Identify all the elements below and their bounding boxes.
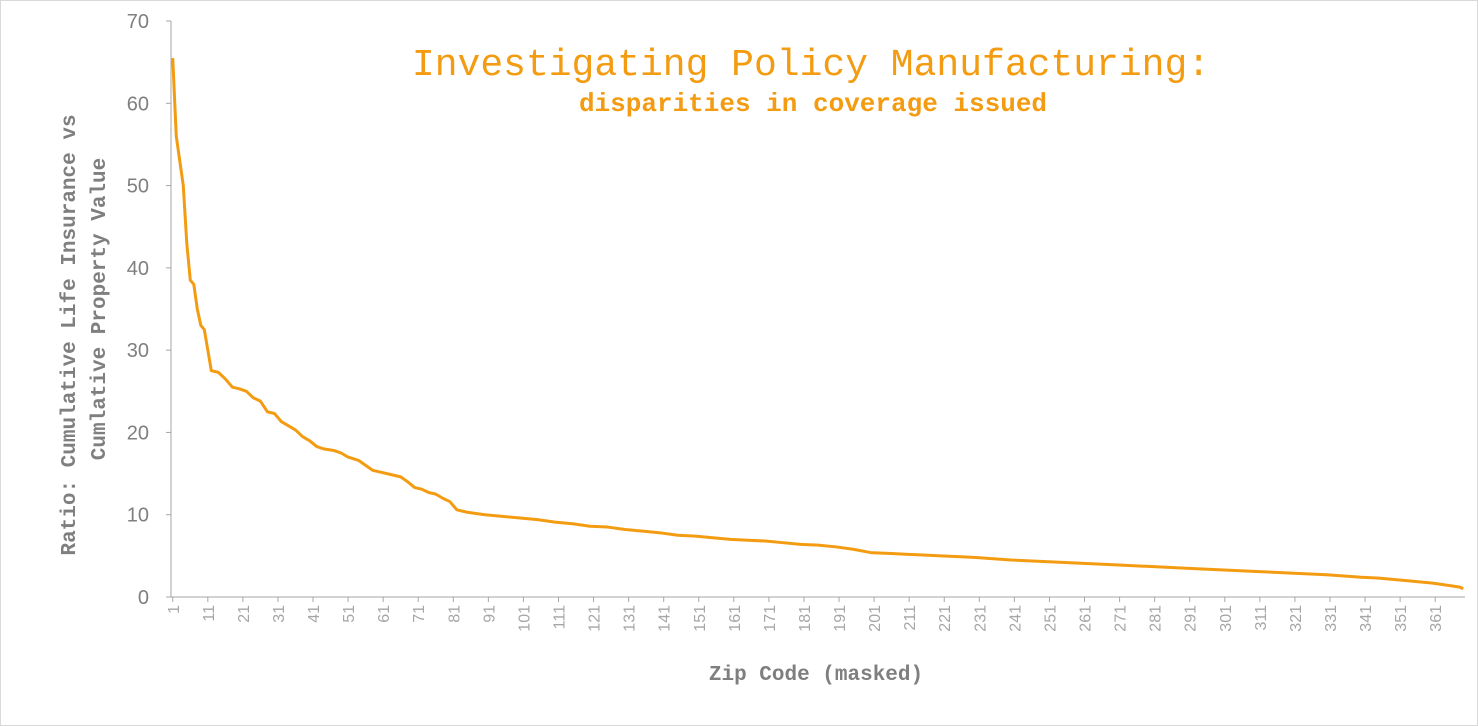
x-tick-label: 231	[972, 605, 989, 632]
series-line	[171, 57, 1464, 591]
x-tick-label: 41	[306, 605, 323, 623]
chart-title: Investigating Policy Manufacturing:	[412, 44, 1210, 87]
x-tick-label: 141	[657, 605, 674, 632]
x-axis-label: Zip Code (masked)	[709, 664, 923, 687]
y-tick-label: 50	[127, 176, 149, 198]
y-tick-label: 30	[127, 340, 149, 362]
y-tick-label: 0	[138, 587, 149, 609]
x-tick-label: 361	[1428, 605, 1445, 632]
x-ticks: 1 11 21 31 41 51 61 71 81 91 101 111 121 131 141 151 161…	[166, 597, 1445, 632]
x-tick-label: 331	[1323, 605, 1340, 632]
x-tick-label: 71	[411, 605, 428, 623]
x-tick-label: 151	[692, 605, 709, 632]
y-tick-label: 20	[127, 422, 149, 444]
x-tick-label: 211	[902, 605, 919, 631]
y-axis-label-line2: Cumlative Property Value	[89, 158, 112, 460]
x-tick-label: 201	[867, 605, 884, 632]
x-tick-label: 61	[376, 605, 393, 623]
y-ticks: 0 10 20 30 40 50 60 70	[127, 11, 171, 609]
x-tick-label: 131	[622, 605, 639, 632]
chart-subtitle: disparities in coverage issued	[579, 89, 1047, 119]
x-tick-label: 261	[1078, 605, 1095, 632]
x-tick-label: 161	[727, 605, 744, 632]
x-tick-label: 221	[937, 605, 954, 632]
y-axis-label-line1: Ratio: Cumulative Life Insurance vs	[59, 114, 82, 555]
x-tick-label: 21	[236, 605, 253, 623]
x-tick-label: 31	[271, 605, 288, 623]
y-tick-label: 10	[127, 505, 149, 527]
x-tick-label: 341	[1358, 605, 1375, 632]
x-tick-label: 251	[1042, 605, 1059, 632]
y-tick-label: 40	[127, 258, 149, 280]
x-tick-label: 281	[1148, 605, 1165, 632]
x-tick-label: 101	[516, 605, 533, 632]
x-tick-label: 271	[1113, 605, 1130, 632]
x-tick-label: 171	[762, 605, 779, 632]
x-tick-label: 81	[446, 605, 463, 623]
x-tick-label: 301	[1218, 605, 1235, 632]
x-tick-label: 191	[832, 605, 849, 632]
x-tick-label: 1	[166, 605, 183, 614]
x-tick-label: 181	[797, 605, 814, 632]
x-tick-label: 51	[341, 605, 358, 623]
x-tick-label: 111	[551, 605, 568, 629]
x-tick-label: 321	[1288, 605, 1305, 632]
y-tick-label: 60	[127, 93, 149, 115]
x-tick-label: 121	[587, 605, 604, 632]
y-tick-label: 70	[127, 11, 149, 33]
x-tick-label: 241	[1007, 605, 1024, 632]
x-tick-label: 11	[201, 605, 218, 622]
x-tick-label: 311	[1253, 605, 1270, 631]
x-tick-label: 351	[1393, 605, 1410, 632]
x-tick-label: 91	[481, 605, 498, 623]
x-tick-label: 291	[1183, 605, 1200, 632]
